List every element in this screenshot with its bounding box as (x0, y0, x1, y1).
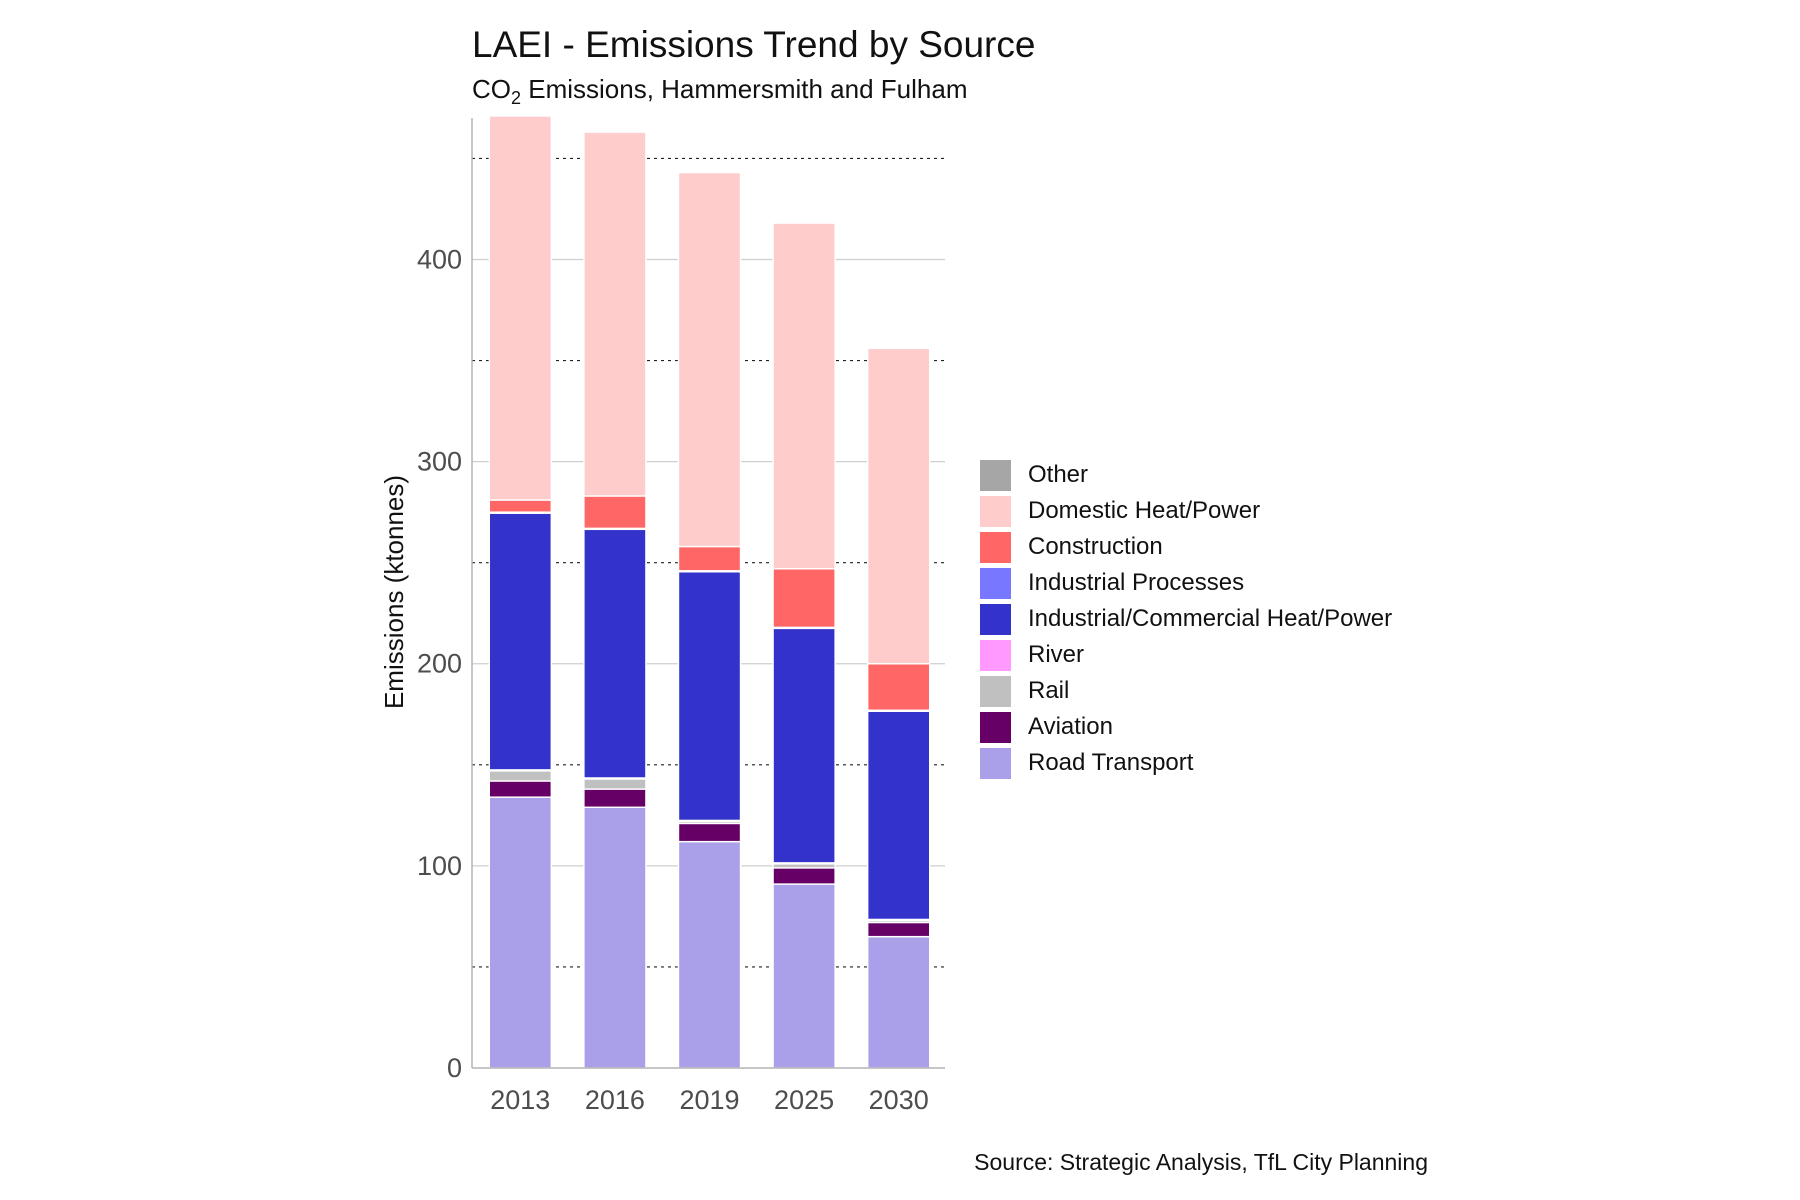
x-tick-label: 2030 (869, 1085, 929, 1115)
legend-item: Aviation (980, 709, 1392, 745)
bar-segment-industrial-commercial-heat-power-2025 (772, 627, 836, 864)
legend-swatch (980, 711, 1011, 743)
bar-segment-aviation-2019 (677, 822, 742, 843)
axis-layer: 0 100 200 300 400 2013 2016 2019 2025 2030 (417, 118, 945, 1115)
bar-segment-domestic-heat-power-2016 (583, 131, 647, 497)
legend-label: Domestic Heat/Power (1028, 497, 1261, 524)
y-tick-label: 300 (417, 447, 462, 477)
legend-swatch (980, 747, 1011, 779)
legend-label: Industrial/Commercial Heat/Power (1028, 605, 1393, 632)
legend-swatch (980, 495, 1011, 527)
bar-segment-domestic-heat-power-2025 (772, 222, 836, 570)
bar-segment-domestic-heat-power-2019 (677, 171, 742, 548)
bar-segment-industrial-commercial-heat-power-2013 (488, 512, 552, 771)
bar-segment-industrial-commercial-heat-power-2030 (867, 710, 931, 921)
chart-title: LAEI - Emissions Trend by Source (472, 24, 1036, 65)
bar-segment-rail-2016 (583, 778, 647, 790)
bar-segment-road-transport-2013 (488, 796, 552, 1069)
legend-item: Road Transport (980, 745, 1392, 781)
bar-segment-aviation-2013 (488, 780, 552, 798)
bar-segment-construction-2019 (677, 545, 742, 572)
legend: Other Domestic Heat/Power Construction Indu… (980, 457, 1392, 781)
bar-segment-domestic-heat-power-2030 (867, 347, 931, 665)
bar-segment-aviation-2016 (583, 788, 647, 808)
legend-item: Industrial/Commercial Heat/Power (980, 601, 1392, 637)
bar-segment-road-transport-2019 (677, 840, 742, 1069)
legend-swatch (980, 531, 1011, 563)
bar-segment-road-transport-2025 (772, 883, 836, 1069)
chart-subtitle: CO2 Emissions, Hammersmith and Fulham (472, 74, 967, 109)
legend-swatch (980, 567, 1011, 599)
bar-segment-aviation-2025 (772, 867, 836, 885)
subtitle-post: Emissions, Hammersmith and Fulham (521, 74, 968, 104)
legend-label: River (1028, 641, 1085, 668)
legend-item: Rail (980, 673, 1392, 709)
bar-segment-construction-2025 (772, 568, 836, 629)
y-axis-title: Emissions (ktonnes) (379, 475, 409, 709)
x-tick-label: 2016 (585, 1085, 645, 1115)
bar-segment-industrial-commercial-heat-power-2016 (583, 528, 647, 779)
legend-label: Construction (1028, 533, 1163, 560)
bar-segment-industrial-commercial-heat-power-2019 (677, 571, 742, 822)
legend-label: Rail (1028, 677, 1070, 704)
bar-segment-construction-2013 (488, 499, 552, 513)
bar-segment-road-transport-2030 (867, 935, 931, 1069)
legend-label: Road Transport (1028, 749, 1194, 776)
subtitle-pre: CO (472, 74, 511, 104)
x-tick-label: 2013 (490, 1085, 550, 1115)
legend-swatch (980, 639, 1011, 671)
subtitle-sub: 2 (511, 88, 522, 108)
legend-label: Industrial Processes (1028, 569, 1245, 596)
legend-swatch (980, 459, 1011, 491)
legend-item: Other (980, 457, 1392, 493)
legend-item: River (980, 637, 1392, 673)
legend-item: Domestic Heat/Power (980, 493, 1392, 529)
y-tick-label: 400 (417, 244, 462, 274)
legend-label: Aviation (1028, 713, 1113, 740)
y-tick-label: 0 (447, 1053, 462, 1083)
chart-caption: Source: Strategic Analysis, TfL City Pla… (974, 1149, 1428, 1175)
legend-item: Industrial Processes (980, 565, 1392, 601)
legend-label: Other (1028, 461, 1089, 488)
bars-layer (488, 115, 931, 1069)
legend-item: Construction (980, 529, 1392, 565)
bar-segment-construction-2030 (867, 663, 931, 711)
y-tick-label: 100 (417, 851, 462, 881)
legend-swatch (980, 603, 1011, 635)
bar-segment-domestic-heat-power-2013 (488, 115, 552, 501)
bar-segment-aviation-2030 (867, 921, 931, 938)
legend-swatch (980, 675, 1011, 707)
x-tick-label: 2025 (774, 1085, 834, 1115)
bar-segment-road-transport-2016 (583, 806, 647, 1069)
bar-segment-rail-2013 (488, 770, 552, 782)
x-tick-label: 2019 (679, 1085, 739, 1115)
bar-segment-construction-2016 (583, 495, 647, 530)
y-tick-label: 200 (417, 649, 462, 679)
